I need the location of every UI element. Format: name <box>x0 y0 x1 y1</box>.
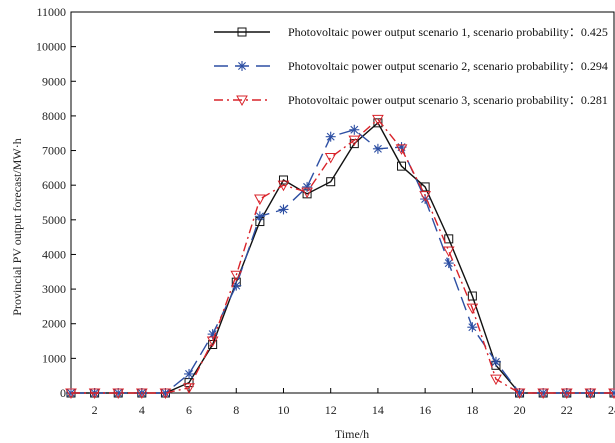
data-point <box>254 211 265 222</box>
data-point <box>397 161 407 171</box>
data-point <box>513 388 526 400</box>
series-line <box>71 118 614 394</box>
data-point <box>395 144 408 155</box>
y-tick-label: 5000 <box>42 213 66 227</box>
y-tick-label: 2000 <box>42 317 66 331</box>
data-point <box>372 143 383 154</box>
data-point <box>490 356 501 367</box>
y-tick-label: 1000 <box>42 351 66 365</box>
series-3 <box>65 114 615 400</box>
y-tick-label: 6000 <box>42 178 66 192</box>
x-tick-label: 10 <box>277 403 289 417</box>
data-point <box>325 131 336 142</box>
legend: Photovoltaic power output scenario 1, sc… <box>214 25 608 107</box>
data-point <box>237 27 247 37</box>
data-point <box>326 177 336 187</box>
series-layer <box>65 114 615 400</box>
data-point <box>419 191 431 202</box>
data-point <box>65 388 77 400</box>
y-tick-label: 9000 <box>42 74 66 88</box>
x-tick-label: 8 <box>233 403 239 417</box>
data-point <box>442 246 455 258</box>
data-point <box>467 291 477 301</box>
data-point <box>584 388 597 400</box>
x-tick-label: 4 <box>139 403 145 417</box>
data-point <box>348 135 361 147</box>
data-point <box>372 114 384 126</box>
data-point <box>608 388 615 400</box>
data-point <box>183 383 195 394</box>
x-axis-title: Time/h <box>335 427 369 441</box>
x-tick-label: 14 <box>372 403 384 417</box>
data-point <box>184 368 195 379</box>
x-tick-label: 2 <box>92 403 98 417</box>
data-point <box>207 329 218 340</box>
data-point <box>236 95 248 107</box>
y-tick-label: 3000 <box>42 282 66 296</box>
x-tick-label: 24 <box>608 403 615 417</box>
y-tick-label: 0 <box>60 386 66 400</box>
legend-label: Photovoltaic power output scenario 1, sc… <box>288 25 608 39</box>
legend-label: Photovoltaic power output scenario 3, sc… <box>288 93 608 107</box>
plot-frame <box>70 11 615 394</box>
x-tick-label: 18 <box>466 403 478 417</box>
y-tick-label: 8000 <box>42 109 66 123</box>
data-point <box>537 388 550 400</box>
data-point <box>467 322 478 333</box>
data-point <box>560 388 573 400</box>
data-point <box>277 180 290 192</box>
series-line <box>71 128 614 394</box>
data-point <box>490 374 502 386</box>
data-point <box>254 194 266 206</box>
series-line <box>71 121 614 394</box>
x-tick-label: 20 <box>514 403 526 417</box>
x-tick-label: 6 <box>186 403 192 417</box>
data-point <box>278 175 288 185</box>
y-axis-title: Provincial PV output forecast/MW·h <box>10 138 24 315</box>
data-point <box>349 124 360 135</box>
series-1 <box>66 118 615 398</box>
data-point <box>112 388 125 400</box>
data-point <box>88 388 101 400</box>
x-tick-label: 12 <box>325 403 337 417</box>
x-tick-label: 22 <box>561 403 573 417</box>
data-point <box>444 234 454 244</box>
data-point <box>443 258 454 269</box>
data-point <box>278 204 289 215</box>
data-point <box>466 303 479 315</box>
y-tick-label: 7000 <box>42 144 66 158</box>
data-point <box>302 181 313 192</box>
data-point <box>324 152 337 164</box>
data-point <box>159 388 172 400</box>
y-tick-label: 11000 <box>36 5 66 19</box>
data-point <box>206 336 219 348</box>
legend-label: Photovoltaic power output scenario 2, sc… <box>288 59 608 73</box>
y-tick-label: 10000 <box>36 40 66 54</box>
x-tick-label: 16 <box>419 403 431 417</box>
data-point <box>230 270 243 282</box>
y-tick-label: 4000 <box>42 247 66 261</box>
data-point <box>301 187 313 199</box>
data-point <box>237 61 247 71</box>
data-point <box>135 388 148 400</box>
